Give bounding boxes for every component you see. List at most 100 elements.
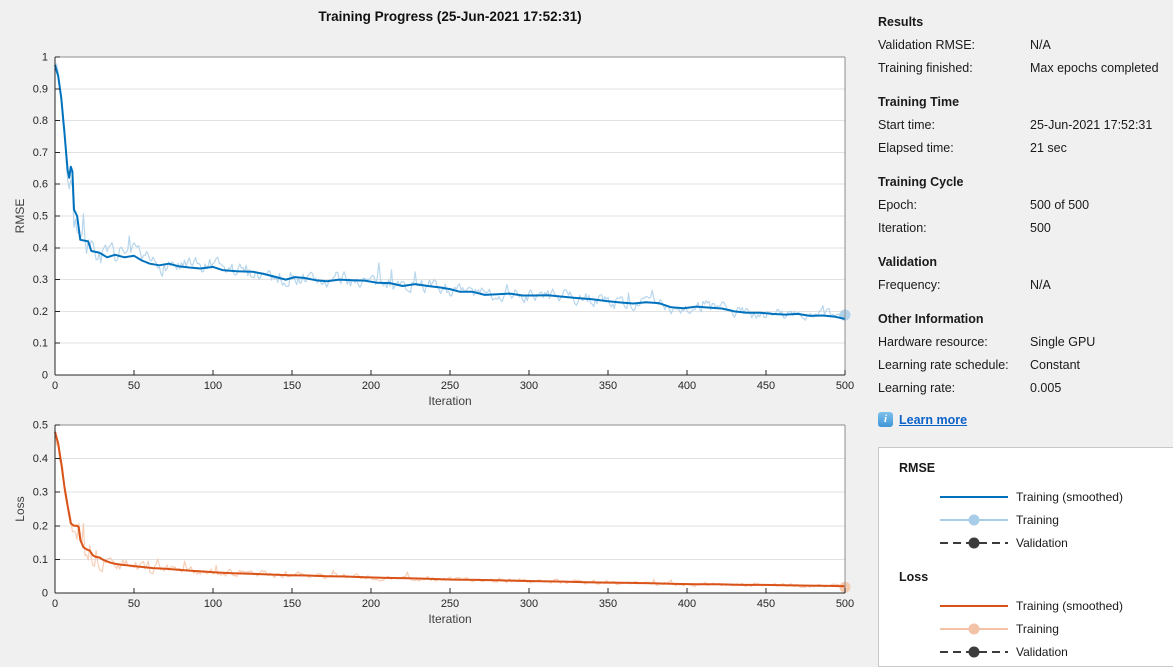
y-tick-label: 0.4 (33, 453, 48, 465)
info-row: Frequency: N/A (878, 278, 1168, 292)
legend-group: Loss Training (smoothed) Training Validatio… (899, 571, 1173, 663)
info-value: 0.005 (1030, 381, 1062, 395)
info-label: Iteration: (878, 221, 927, 235)
learn-more-link[interactable]: Learn more (899, 412, 968, 427)
section-title: Training Time (878, 95, 960, 109)
x-axis-label: Iteration (428, 394, 471, 408)
x-tick-label: 150 (283, 598, 301, 610)
info-icon: i (878, 412, 893, 427)
info-row: Hardware resource: Single GPU (878, 335, 1168, 349)
y-tick-label: 1 (42, 52, 48, 64)
x-tick-label: 350 (599, 598, 617, 610)
legend-card: RMSE Training (smoothed) Training Validatio… (878, 447, 1173, 667)
info-row: Iteration: 500 (878, 221, 1168, 235)
info-label: Start time: (878, 118, 935, 132)
legend-swatch (940, 514, 1008, 525)
learn-more-row: i Learn more (878, 412, 1168, 427)
legend-item: Validation (899, 531, 1173, 554)
info-label: Validation RMSE: (878, 38, 976, 52)
section-title: Other Information (878, 312, 984, 326)
info-value: 500 (1030, 221, 1051, 235)
legend-item-label: Training (smoothed) (1016, 489, 1123, 504)
legend-item: Training (smoothed) (899, 485, 1173, 508)
info-label: Frequency: (878, 278, 941, 292)
y-axis-label: Loss (13, 496, 27, 521)
y-tick-label: 0.8 (33, 115, 48, 127)
legend-swatch (940, 495, 1008, 498)
x-tick-label: 300 (520, 598, 538, 610)
legend-swatch (940, 646, 1008, 657)
x-tick-label: 450 (757, 598, 775, 610)
y-tick-label: 0.6 (33, 179, 48, 191)
legend-item-label: Training (1016, 621, 1059, 636)
x-axis-label: Iteration (428, 612, 471, 626)
x-tick-label: 50 (128, 380, 140, 392)
training-progress-window: { "window": { "title": "Training Progres… (13, 0, 1173, 667)
x-tick-label: 400 (678, 598, 696, 610)
info-row: Start time: 25-Jun-2021 17:52:31 (878, 118, 1168, 132)
page-title: Training Progress (25-Jun-2021 17:52:31) (318, 9, 582, 24)
x-tick-label: 250 (441, 598, 459, 610)
rmse-chart: 0 50 100 150 200 250 300 350 400 450 500 0 0.1 0.2 0.3… (13, 52, 854, 409)
legend-item: Training (899, 508, 1173, 531)
legend-item-label: Validation (1016, 535, 1068, 550)
x-tick-label: 200 (362, 598, 380, 610)
section-title: Validation (878, 255, 938, 269)
x-tick-label: 500 (836, 598, 854, 610)
x-tick-label: 350 (599, 380, 617, 392)
info-label: Elapsed time: (878, 141, 954, 155)
y-tick-label: 0 (42, 588, 48, 600)
y-tick-label: 0.3 (33, 274, 48, 286)
section-title: Training Cycle (878, 175, 964, 189)
info-label: Hardware resource: (878, 335, 988, 349)
x-tick-label: 50 (128, 598, 140, 610)
legend-item: Training (smoothed) (899, 594, 1173, 617)
results-panel: Results Validation RMSE: N/A Training finis… (878, 0, 1168, 427)
info-row: Learning rate: 0.005 (878, 381, 1168, 395)
legend-item: Validation (899, 640, 1173, 663)
x-tick-label: 400 (678, 380, 696, 392)
info-row: Training finished: Max epochs completed (878, 61, 1168, 75)
y-tick-label: 0.2 (33, 520, 48, 532)
section-title: Results (878, 15, 924, 29)
info-value: N/A (1030, 278, 1051, 292)
info-value: 500 of 500 (1030, 198, 1090, 212)
x-tick-label: 300 (520, 380, 538, 392)
x-tick-label: 0 (52, 598, 58, 610)
y-tick-label: 0.4 (33, 242, 48, 254)
series-training-smoothed- (54, 64, 846, 320)
legend-group-title: RMSE (899, 461, 936, 475)
info-label: Learning rate schedule: (878, 358, 1009, 372)
info-value: Single GPU (1030, 335, 1096, 349)
info-label: Learning rate: (878, 381, 956, 395)
x-tick-label: 250 (441, 380, 459, 392)
y-tick-label: 0.5 (33, 420, 48, 432)
info-row: Elapsed time: 21 sec (878, 141, 1168, 155)
info-row: Learning rate schedule: Constant (878, 358, 1168, 372)
legend-swatch (940, 623, 1008, 634)
y-tick-label: 0.2 (33, 306, 48, 318)
legend-item-label: Training (smoothed) (1016, 598, 1123, 613)
info-value: Constant (1030, 358, 1081, 372)
legend-swatch (940, 604, 1008, 607)
y-tick-label: 0.5 (33, 211, 48, 223)
plot-area (55, 425, 845, 593)
y-tick-label: 0.7 (33, 147, 48, 159)
legend-item-label: Training (1016, 512, 1059, 527)
info-label: Training finished: (878, 61, 973, 75)
y-tick-label: 0.9 (33, 83, 48, 95)
x-tick-label: 500 (836, 380, 854, 392)
x-tick-label: 0 (52, 380, 58, 392)
info-value: 25-Jun-2021 17:52:31 (1030, 118, 1153, 132)
info-value: N/A (1030, 38, 1051, 52)
series-training-smoothed- (54, 431, 846, 588)
loss-chart: 0 50 100 150 200 250 300 350 400 450 500 0 0.1 0.2 0.3… (13, 420, 854, 627)
x-tick-label: 100 (204, 598, 222, 610)
info-row: Epoch: 500 of 500 (878, 198, 1168, 212)
info-value: 21 sec (1030, 141, 1067, 155)
x-tick-label: 200 (362, 380, 380, 392)
y-tick-label: 0 (42, 370, 48, 382)
y-tick-label: 0.3 (33, 487, 48, 499)
legend-item-label: Validation (1016, 644, 1068, 659)
info-sections: Results Validation RMSE: N/A Training finis… (878, 15, 1168, 395)
